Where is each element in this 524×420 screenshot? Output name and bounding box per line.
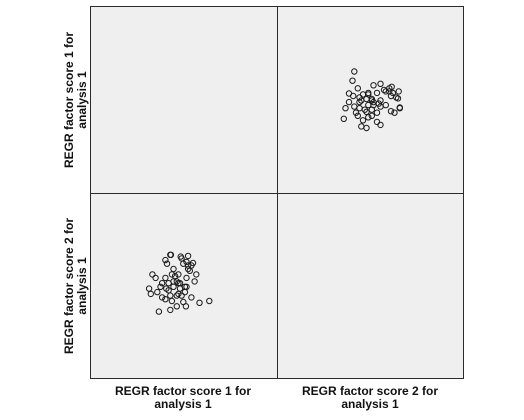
- point-r2c1-21: [184, 262, 192, 269]
- point-r1c2-1: [395, 88, 402, 95]
- point-r2c1-9: [178, 292, 185, 299]
- point-r2c1-31: [155, 308, 163, 315]
- point-r1c2-27: [352, 109, 360, 116]
- point-r1c2-50: [359, 117, 367, 124]
- point-r2c1-23: [193, 271, 200, 278]
- panel-r1c1: [90, 6, 277, 193]
- point-r2c1-34: [168, 271, 176, 278]
- panel-r1c2: [277, 6, 464, 193]
- x-axis-label-factor-2: REGR factor score 2 for analysis 1: [277, 385, 463, 411]
- point-r2c1-45: [147, 290, 155, 298]
- point-r2c1-44: [184, 265, 192, 273]
- point-r2c1-47: [173, 303, 181, 310]
- point-r1c2-32: [368, 112, 375, 120]
- point-r1c2-36: [393, 94, 400, 101]
- point-r2c1-1: [184, 252, 192, 260]
- point-r2c1-32: [158, 280, 166, 287]
- point-r1c2-28: [356, 98, 363, 106]
- point-r1c2-51: [386, 85, 393, 92]
- point-r1c2-41: [373, 118, 381, 126]
- y-axis-label-factor-2: REGR factor score 2 for analysis 1: [62, 193, 89, 379]
- point-r1c2-6: [373, 89, 381, 97]
- point-r1c2-10: [354, 85, 361, 92]
- x-axis-label-factor-2-line1: REGR factor score 2 for: [301, 384, 439, 398]
- point-r2c1-54: [170, 278, 177, 285]
- x-axis-label-factor-1-line2: analysis 1: [154, 397, 212, 411]
- point-r2c1-40: [157, 283, 164, 290]
- point-r2c1-24: [183, 258, 190, 266]
- point-r1c2-48: [342, 105, 349, 112]
- panel-r2c2: [277, 193, 464, 379]
- point-r1c2-31: [340, 115, 347, 123]
- point-r1c2-54: [370, 101, 377, 109]
- point-r2c1-6: [183, 274, 190, 282]
- point-r1c2-30: [351, 68, 358, 75]
- point-r2c1-10: [188, 294, 195, 301]
- point-r2c1-46: [158, 294, 166, 301]
- point-r1c2-43: [361, 106, 368, 113]
- point-r1c2-34: [377, 103, 384, 110]
- point-r1c2-52: [387, 108, 395, 115]
- point-r1c2-20: [370, 82, 377, 89]
- point-r2c1-51: [188, 262, 195, 269]
- point-r2c1-50: [154, 288, 161, 296]
- point-r2c1-48: [167, 306, 174, 314]
- point-r1c2-47: [345, 98, 353, 106]
- x-axis-label-factor-1: REGR factor score 1 for analysis 1: [90, 385, 276, 411]
- point-r2c1-35: [162, 274, 169, 282]
- point-r1c2-35: [373, 109, 381, 116]
- x-axis-label-factor-1-line1: REGR factor score 1 for: [114, 384, 252, 398]
- y-axis-label-factor-1: REGR factor score 1 for analysis 1: [62, 7, 89, 193]
- point-r2c1-20: [191, 278, 198, 285]
- point-r2c1-43: [165, 287, 172, 294]
- point-r1c2-55: [391, 109, 398, 116]
- point-r2c1-41: [152, 274, 159, 282]
- point-r2c1-26: [182, 303, 190, 310]
- point-r1c2-46: [354, 112, 361, 120]
- point-r1c2-45: [358, 123, 365, 130]
- point-r2c1-55: [162, 256, 169, 264]
- point-r2c1-5: [175, 271, 182, 278]
- x-axis-label-factor-2-line2: analysis 1: [341, 397, 399, 411]
- point-r2c1-36: [178, 255, 185, 262]
- point-r2c1-53: [183, 283, 190, 290]
- y-axis-label-factor-2-line2: analysis 1: [75, 257, 89, 315]
- point-r2c1-38: [149, 271, 156, 278]
- point-r1c2-44: [382, 88, 389, 95]
- point-r1c2-37: [396, 105, 403, 112]
- point-r2c1-52: [163, 260, 171, 267]
- point-r2c1-11: [196, 299, 203, 306]
- point-r2c1-27: [162, 296, 169, 303]
- point-r2c1-28: [173, 292, 181, 299]
- point-r1c2-24: [389, 89, 396, 97]
- point-r2c1-37: [167, 251, 174, 259]
- point-r1c2-23: [377, 80, 384, 88]
- point-r1c2-26: [345, 90, 353, 97]
- point-r1c2-40: [365, 114, 372, 121]
- panel-border-r2c2: [277, 193, 464, 379]
- point-r1c2-5: [377, 97, 384, 104]
- point-r1c2-11: [349, 77, 356, 84]
- point-r2c1-30: [206, 297, 213, 305]
- points-layer: [145, 68, 403, 315]
- point-r1c2-53: [365, 89, 372, 97]
- point-r1c2-21: [386, 88, 393, 95]
- y-axis-label-factor-1-line2: analysis 1: [75, 70, 89, 129]
